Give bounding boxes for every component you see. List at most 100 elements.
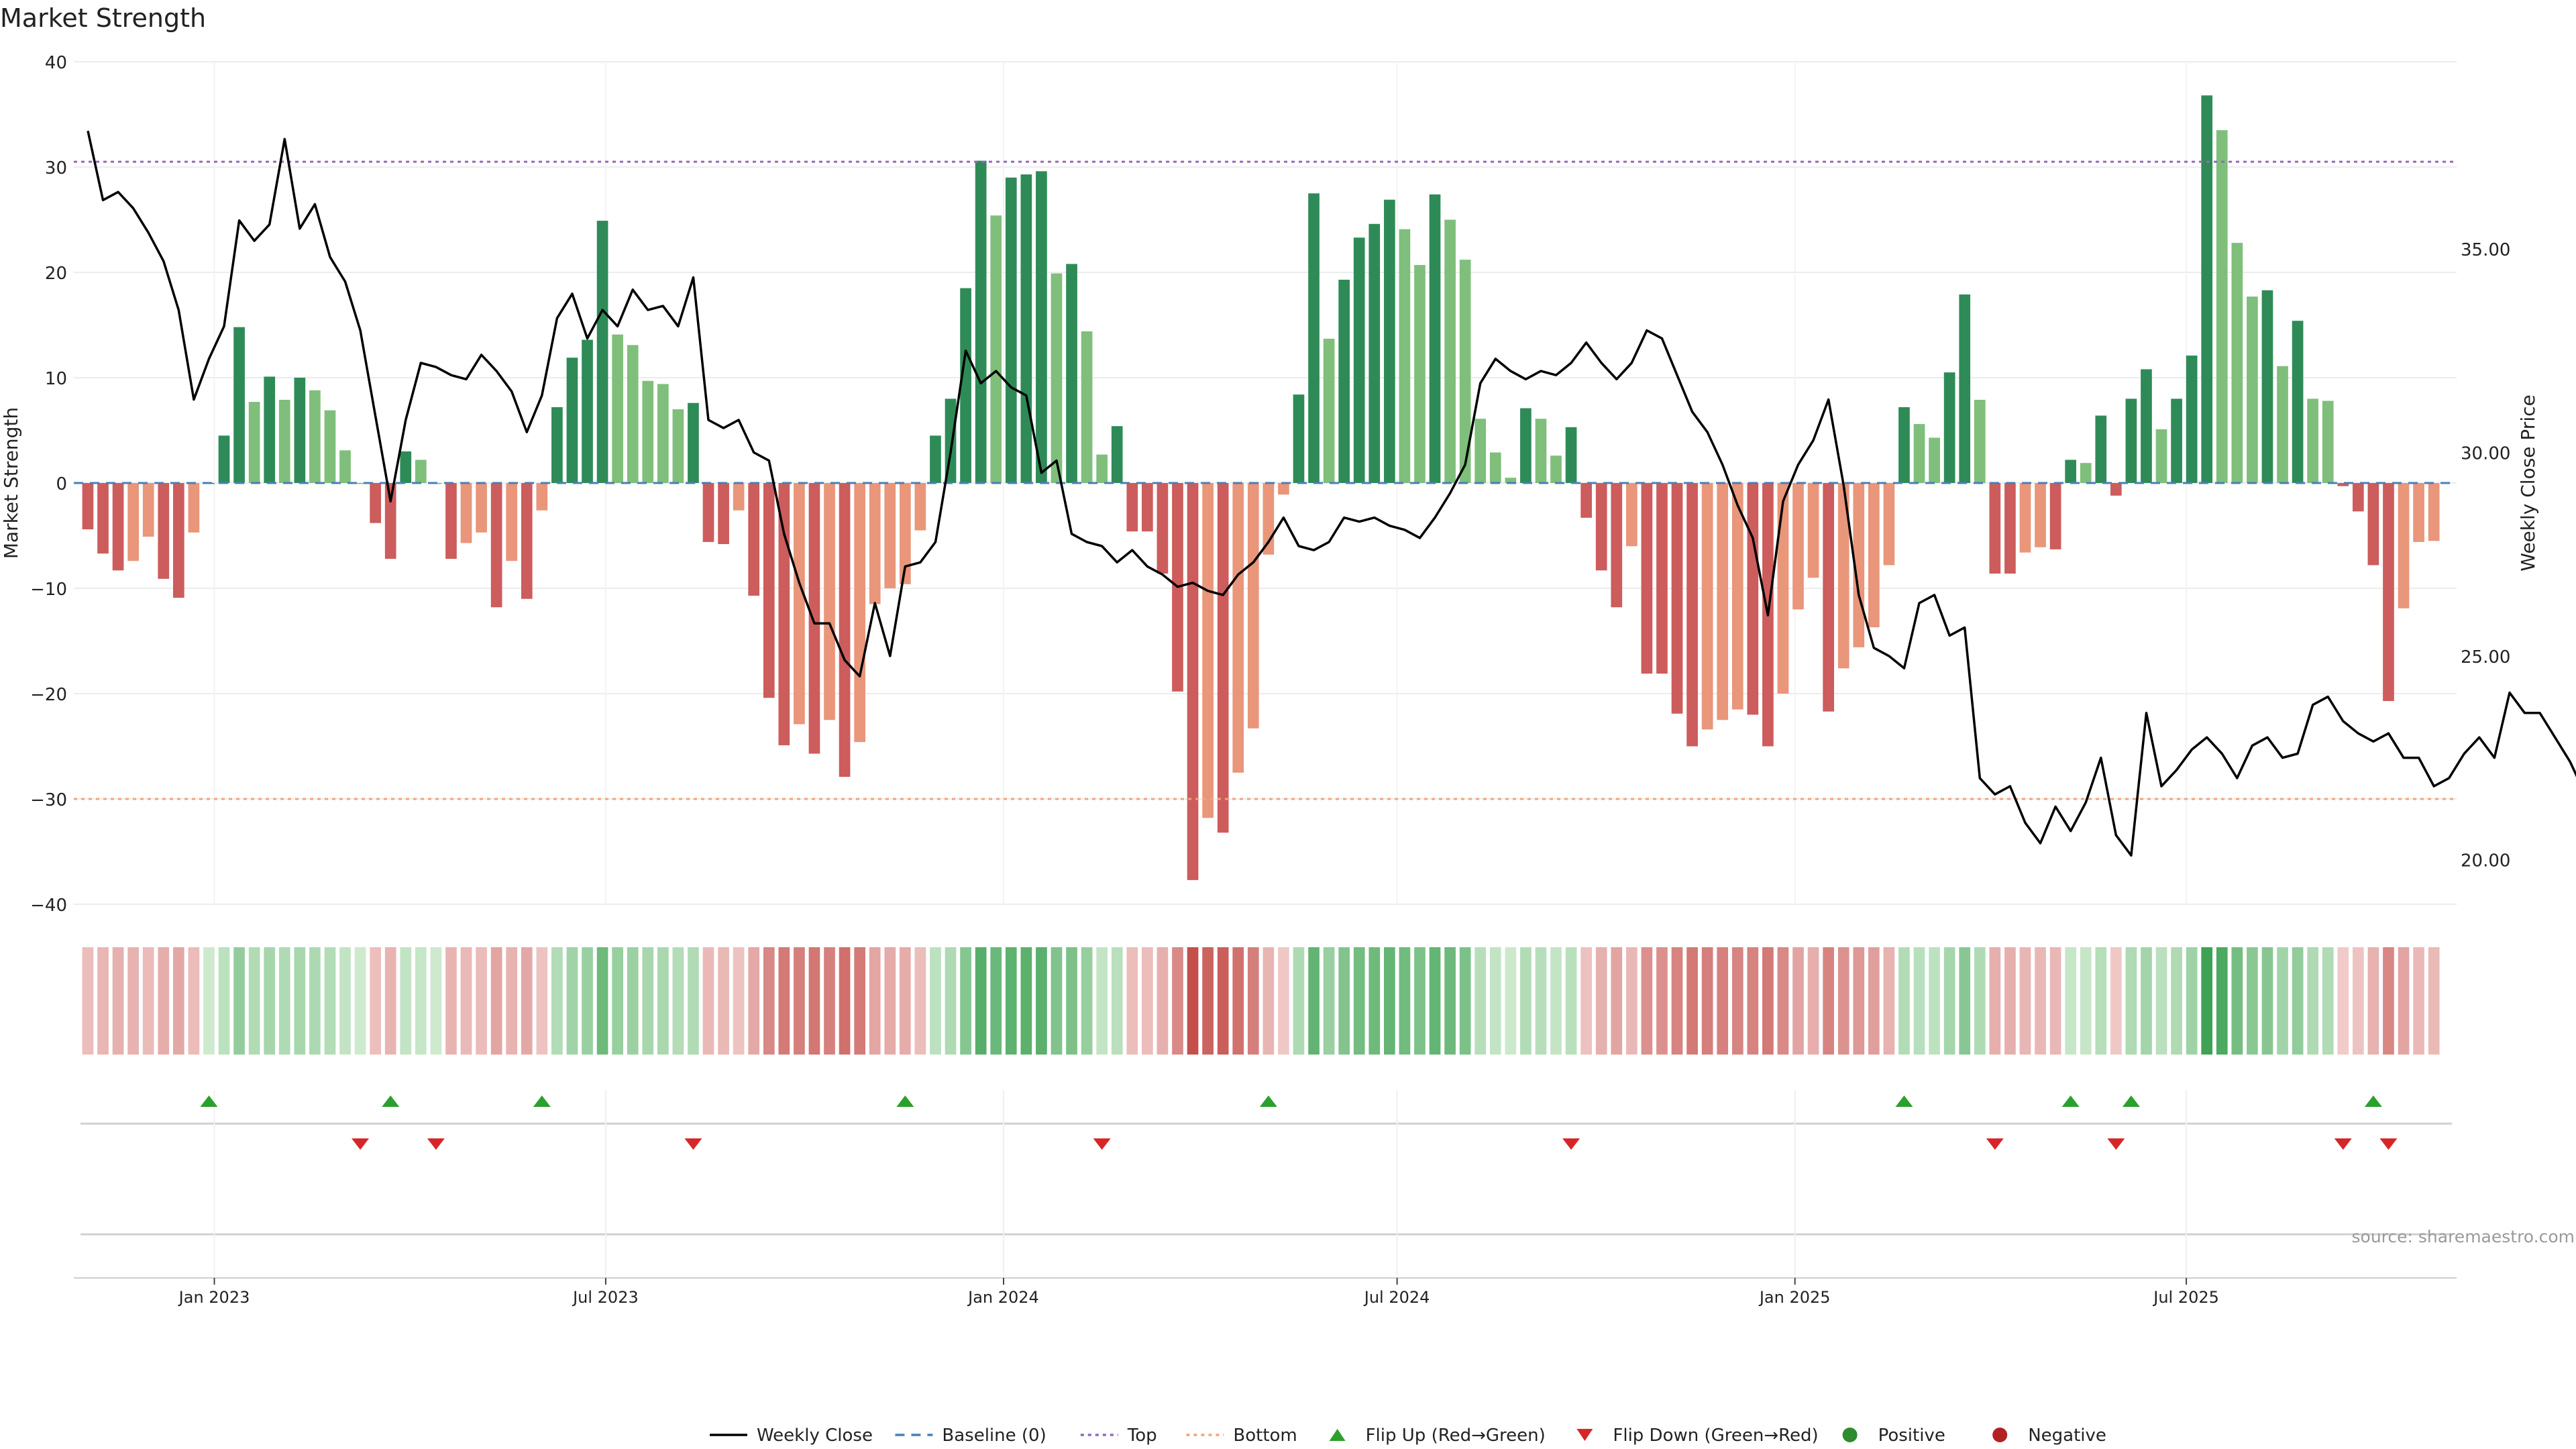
flip-up-marker (1895, 1095, 1913, 1107)
strength-bar (294, 378, 306, 483)
strength-bar (1837, 483, 1849, 669)
heat-cell (2261, 947, 2273, 1055)
flip-markers-panel (80, 1090, 2452, 1281)
strength-bar (1005, 177, 1017, 483)
heat-cell (702, 947, 714, 1055)
heat-cell (536, 947, 548, 1055)
heat-cell (460, 947, 472, 1055)
strength-bar (476, 483, 487, 533)
heat-cell (2080, 947, 2092, 1055)
strength-bar (1565, 427, 1577, 483)
heat-cell (2035, 947, 2046, 1055)
heat-cell (2065, 947, 2077, 1055)
legend-item: Flip Up (Red→Green) (1329, 1426, 1546, 1446)
strength-bar (172, 483, 184, 598)
strength-bar (2095, 415, 2107, 483)
legend-swatch-circle (1992, 1428, 2008, 1442)
heat-cell (248, 947, 260, 1055)
heat-cell (2367, 947, 2379, 1055)
heat-cell (778, 947, 790, 1055)
strength-bar (2065, 460, 2077, 483)
strength-bar (384, 483, 396, 559)
strength-bar (869, 483, 881, 604)
x-tick-label: Jul 2023 (572, 1288, 639, 1307)
strength-bar (1051, 273, 1063, 483)
strength-bar (1974, 399, 1986, 483)
heat-cell (1263, 947, 1275, 1055)
strength-bar (1020, 174, 1032, 483)
strength-bar (1187, 483, 1199, 880)
heat-cell (370, 947, 381, 1055)
strength-bar (1066, 264, 1077, 483)
heat-cell (657, 947, 669, 1055)
heat-cell (1020, 947, 1032, 1055)
legend: Weekly Close Baseline (0) Top Bottom Flip Up… (710, 1426, 2106, 1446)
strength-bar (2307, 398, 2319, 483)
heat-cell (1762, 947, 1774, 1055)
strength-bar (688, 402, 699, 483)
heat-cell (2413, 947, 2424, 1055)
heat-cell (1777, 947, 1789, 1055)
heat-cell (1338, 947, 1350, 1055)
x-tick-label: Jul 2025 (2152, 1288, 2219, 1307)
strength-bar (657, 384, 669, 483)
heat-cell (1036, 947, 1047, 1055)
heat-cell (1595, 947, 1607, 1055)
heat-cell (945, 947, 957, 1055)
strength-bar (1595, 483, 1607, 571)
strength-bar (1157, 483, 1169, 574)
y-tick-label: 30 (45, 158, 67, 178)
heat-cell (748, 947, 760, 1055)
strength-bar (1807, 483, 1819, 578)
strength-bar (1868, 483, 1880, 628)
flip-down-marker (684, 1138, 702, 1150)
heat-cell (309, 947, 321, 1055)
heat-cell (2277, 947, 2288, 1055)
heat-cell (2049, 947, 2061, 1055)
strength-bar (2035, 483, 2046, 547)
strength-bar (854, 483, 865, 743)
strength-bar (521, 483, 533, 599)
heat-cell (1731, 947, 1743, 1055)
heat-cell (1717, 947, 1729, 1055)
legend-swatch-circle (1842, 1428, 1858, 1442)
heat-cell (1883, 947, 1895, 1055)
heat-cell (2247, 947, 2258, 1055)
strength-bar (975, 160, 987, 483)
y-axis-tick-labels: 40 30 20 10 0 −10 −20 −30 −40 (30, 53, 67, 916)
heat-cell (1505, 947, 1517, 1055)
y2-tick-label: 25.00 (2461, 647, 2510, 667)
heat-cell (203, 947, 215, 1055)
heat-cell (324, 947, 336, 1055)
strength-bar (2337, 483, 2349, 486)
chart-title: Market Strength (0, 3, 206, 33)
strength-bar (1323, 338, 1335, 483)
heat-cell (2398, 947, 2410, 1055)
strength-bar (1096, 454, 1108, 483)
flip-up-marker (896, 1095, 914, 1107)
heat-cell (1943, 947, 1955, 1055)
heat-cell (1247, 947, 1259, 1055)
heat-cell (1293, 947, 1305, 1055)
strength-bar (1989, 483, 2001, 574)
heat-cell (188, 947, 200, 1055)
heat-cell (1565, 947, 1577, 1055)
heat-cell (2004, 947, 2016, 1055)
legend-label: Positive (1878, 1426, 1945, 1446)
strength-bar (1686, 483, 1698, 747)
strength-bar (1278, 483, 1289, 495)
heat-cell (672, 947, 684, 1055)
heat-cell (1898, 947, 1910, 1055)
strength-bar (914, 483, 926, 531)
strength-bar (1792, 483, 1804, 610)
heat-cell (1126, 947, 1138, 1055)
strength-bar (2352, 483, 2364, 512)
heat-cell (1383, 947, 1395, 1055)
heat-cell (930, 947, 941, 1055)
heat-cell (688, 947, 699, 1055)
strength-bar (778, 483, 790, 745)
flip-up-marker (382, 1095, 400, 1107)
strength-bar (233, 327, 245, 483)
heat-cell (884, 947, 896, 1055)
